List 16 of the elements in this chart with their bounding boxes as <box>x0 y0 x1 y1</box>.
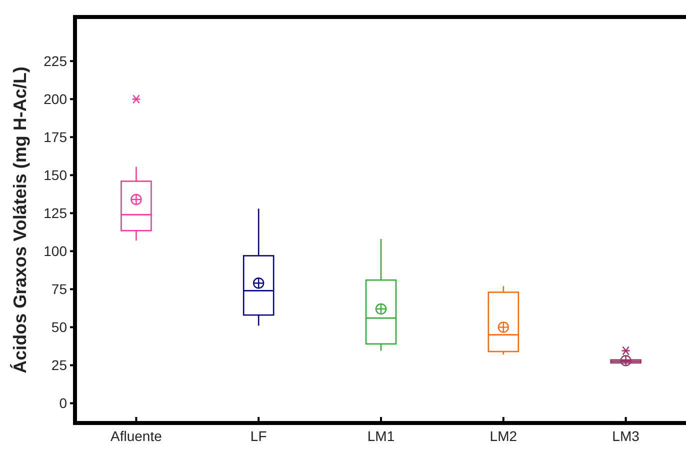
y-tick-label: 125 <box>44 205 68 222</box>
y-tick-label: 100 <box>44 243 68 260</box>
x-tick-label: Afluente <box>110 428 162 444</box>
y-tick-label: 225 <box>44 52 68 69</box>
x-tick-label: LM3 <box>612 428 640 444</box>
y-tick-label: 175 <box>44 129 68 146</box>
y-tick-label: 25 <box>51 357 68 374</box>
y-tick-label: 0 <box>59 395 68 412</box>
y-axis-title: Ácidos Graxos Voláteis (mg H-Ac/L) <box>10 66 30 374</box>
y-tick-label: 50 <box>51 319 68 336</box>
x-tick-label: LF <box>250 428 267 444</box>
x-tick-label: LM2 <box>490 428 518 444</box>
y-tick-label: 150 <box>44 167 68 184</box>
x-tick-label: LM1 <box>367 428 395 444</box>
y-tick-label: 200 <box>44 91 68 108</box>
y-tick-label: 75 <box>51 281 68 298</box>
